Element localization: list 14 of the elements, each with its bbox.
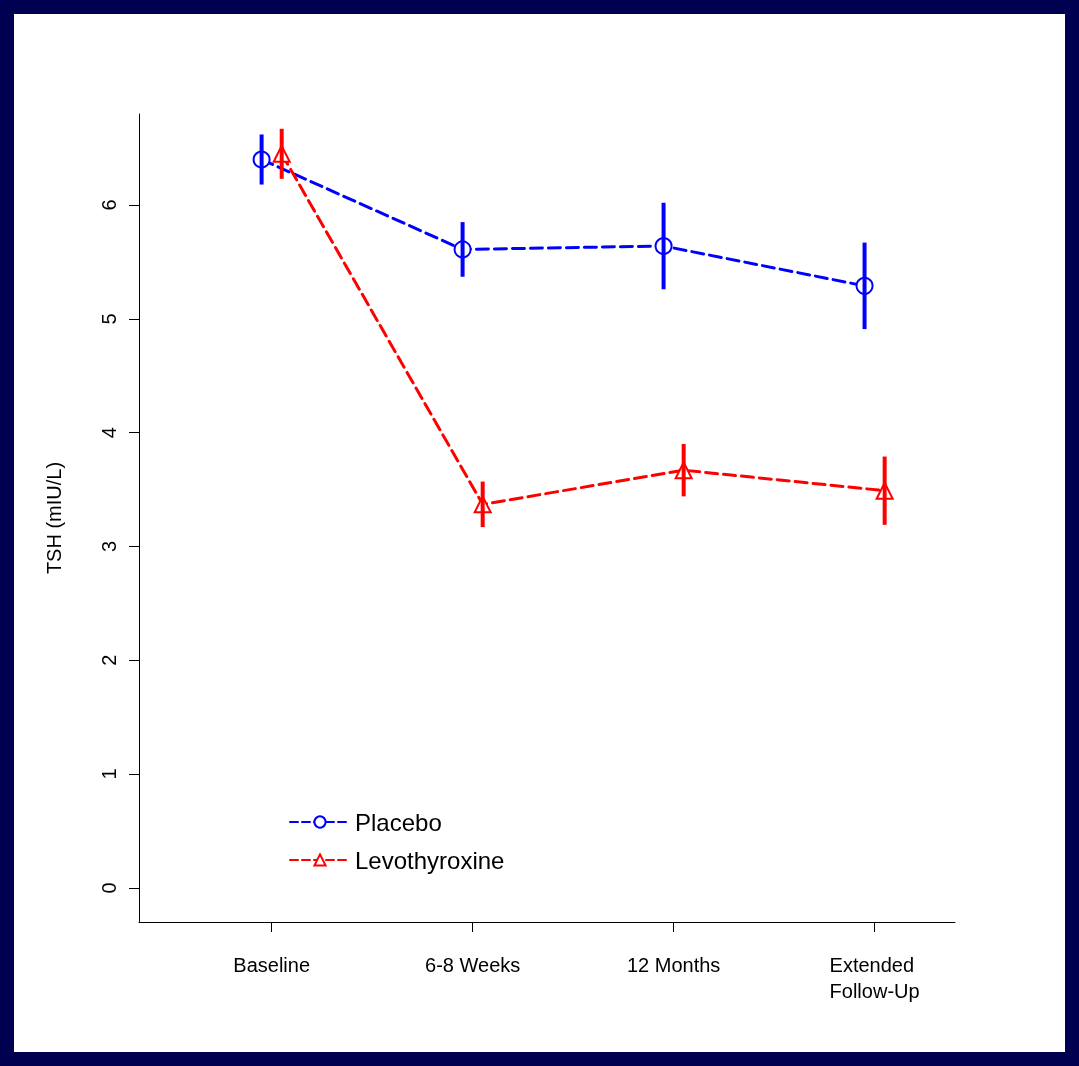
x-tick-label: Extended Follow-Up [829, 954, 920, 1002]
y-tick-label: 6 [98, 199, 120, 211]
y-tick-label: 1 [98, 768, 120, 780]
y-tick-label: 4 [98, 427, 120, 439]
x-tick-label: 12 Months [626, 954, 721, 976]
y-axis-title: TSH (mIU/L) [43, 461, 65, 575]
x-tick-label: 6-8 Weeks [425, 954, 521, 976]
y-tick-label: 0 [98, 882, 120, 894]
x-tick-label: Baseline [233, 954, 311, 976]
legend-label: Placebo [355, 808, 442, 836]
y-tick-label: 3 [98, 540, 120, 553]
y-tick-label: 5 [98, 313, 120, 325]
y-tick-label: 2 [98, 654, 120, 666]
legend-label: Levothyroxine [355, 846, 505, 874]
